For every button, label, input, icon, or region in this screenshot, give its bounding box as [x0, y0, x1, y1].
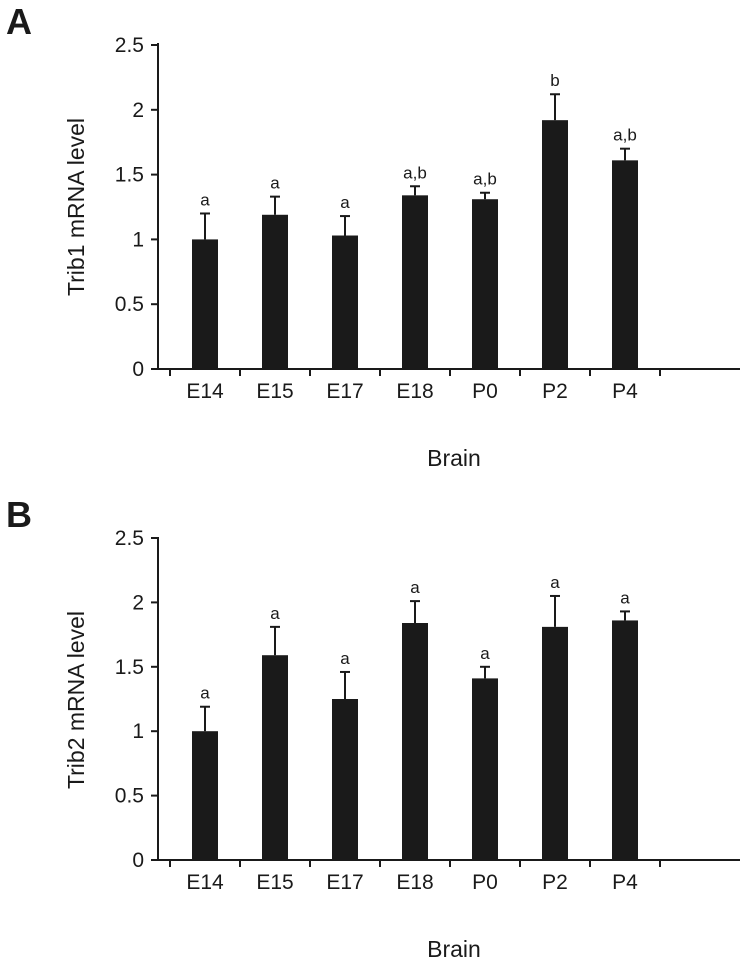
significance-label-a-p4: a,b — [613, 126, 637, 145]
significance-label-b-e18: a — [410, 578, 420, 597]
y-tick-label-a: 1 — [132, 228, 144, 251]
bar-b-e14 — [192, 731, 218, 860]
x-tick-label-b-p2: P2 — [542, 871, 568, 894]
bar-b-e17 — [332, 699, 358, 860]
x-tick-label-a-p2: P2 — [542, 380, 568, 403]
y-axis-title-a: Trib1 mRNA level — [63, 118, 89, 296]
significance-label-b-p2: a — [550, 573, 560, 592]
significance-label-a-e17: a — [340, 193, 350, 212]
significance-label-a-p0: a,b — [473, 170, 497, 189]
x-tick-label-b-e17: E17 — [326, 871, 363, 894]
y-tick-label-a: 2 — [132, 99, 144, 122]
y-tick-label-b: 1 — [132, 720, 144, 743]
y-tick-label-b: 0.5 — [115, 785, 144, 808]
x-tick-label-a-e15: E15 — [256, 380, 293, 403]
x-tick-label-b-p4: P4 — [612, 871, 638, 894]
panel-label-a: A — [6, 1, 32, 42]
bar-a-p4 — [612, 160, 638, 369]
x-tick-label-a-e18: E18 — [396, 380, 433, 403]
y-tick-label-a: 0 — [132, 358, 144, 381]
significance-label-b-p0: a — [480, 644, 490, 663]
y-tick-label-a: 2.5 — [115, 34, 144, 57]
bar-b-p4 — [612, 620, 638, 860]
y-tick-label-a: 0.5 — [115, 293, 144, 316]
panel-label-b: B — [6, 494, 32, 535]
bars-b: 0 0.5 1 1.5 2 2.5 a E14 a E15 a E17 a E18 a P0 a P2 a P4 — [115, 527, 661, 894]
x-tick-label-a-e14: E14 — [186, 380, 224, 403]
x-tick-label-b-e14: E14 — [186, 871, 224, 894]
x-axis-title-b: Brain — [427, 936, 481, 962]
x-tick-label-b-e15: E15 — [256, 871, 293, 894]
bar-a-p2 — [542, 120, 568, 369]
bar-b-e15 — [262, 655, 288, 860]
significance-label-a-e18: a,b — [403, 163, 427, 182]
bar-b-e18 — [402, 623, 428, 860]
y-tick-label-b: 2 — [132, 591, 144, 614]
y-tick-label-b: 2.5 — [115, 527, 144, 550]
bar-a-e17 — [332, 235, 358, 369]
bar-a-e14 — [192, 239, 218, 369]
significance-label-a-e15: a — [270, 174, 280, 193]
y-tick-label-a: 1.5 — [115, 164, 144, 187]
significance-label-b-e17: a — [340, 649, 350, 668]
x-tick-label-a-e17: E17 — [326, 380, 363, 403]
panel-b: B Trib2 mRNA level Brain 0 0.5 1 1.5 2 2.5 a E1… — [6, 494, 740, 962]
bar-b-p2 — [542, 626, 568, 860]
bar-a-e18 — [402, 195, 428, 369]
significance-label-a-p2: b — [550, 71, 559, 90]
x-axis-title-a: Brain — [427, 445, 481, 471]
significance-label-b-p4: a — [620, 588, 630, 607]
x-tick-label-a-p4: P4 — [612, 380, 638, 403]
panel-a: A Trib1 mRNA level Brain 0 0.5 1 1.5 2 2.5 a E1… — [6, 1, 740, 471]
y-axis-title-b: Trib2 mRNA level — [63, 611, 89, 789]
significance-label-b-e15: a — [270, 604, 280, 623]
bar-a-p0 — [472, 199, 498, 369]
bar-b-p0 — [472, 678, 498, 860]
significance-label-b-e14: a — [200, 684, 210, 703]
y-tick-label-b: 0 — [132, 849, 144, 872]
x-tick-label-b-e18: E18 — [396, 871, 433, 894]
significance-label-a-e14: a — [200, 190, 210, 209]
x-tick-label-b-p0: P0 — [472, 871, 498, 894]
bars-a: 0 0.5 1 1.5 2 2.5 a E14 a E15 a E17 a,b E18 a,b P0 b P2 a,… — [115, 34, 661, 403]
y-tick-label-b: 1.5 — [115, 656, 144, 679]
bar-a-e15 — [262, 214, 288, 369]
x-tick-label-a-p0: P0 — [472, 380, 498, 403]
